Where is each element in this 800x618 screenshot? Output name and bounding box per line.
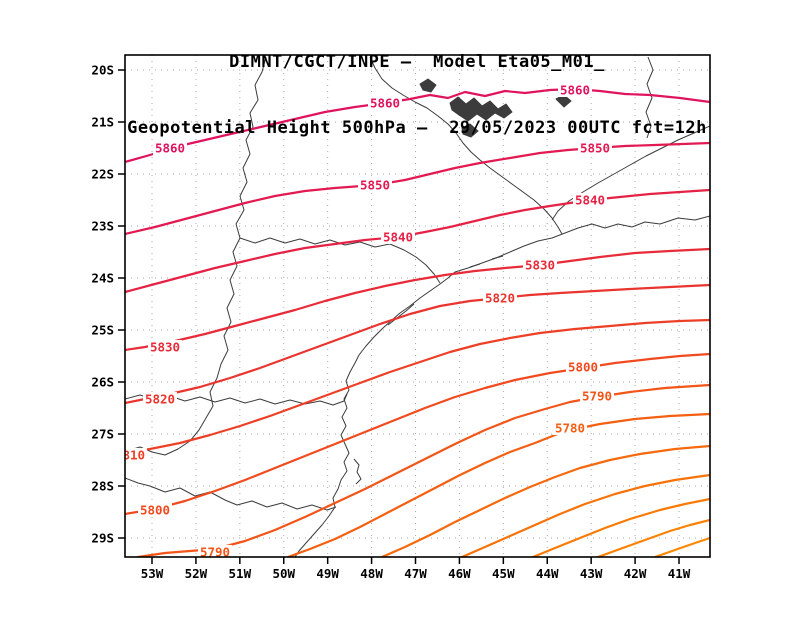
geo-sc-rs-border xyxy=(125,477,337,511)
y-tick-label: 27S xyxy=(91,427,114,442)
contour-line-5800 xyxy=(125,352,710,516)
contour-label-5840: 5840 xyxy=(383,230,413,245)
contour-line-5790 xyxy=(136,383,710,557)
contour-line-5770 xyxy=(380,444,710,557)
contour-label-halo xyxy=(358,178,392,192)
contour-line-5780 xyxy=(286,412,710,557)
contour-line-5810 xyxy=(125,318,710,455)
contour-label-halo xyxy=(198,545,232,557)
contour-line-5820 xyxy=(125,283,710,405)
y-tick-label: 26S xyxy=(91,375,114,390)
contour-line-5860 xyxy=(125,87,710,164)
plot-area: 5860 5860 5860 5850 5850 5840 5840 5830 5830 5820… xyxy=(115,55,710,560)
x-tick-label: 50W xyxy=(272,566,295,581)
contour-line-5840 xyxy=(125,188,710,294)
contour-label-halo xyxy=(125,448,147,462)
contour-line-5750 xyxy=(531,497,710,557)
geo-river-north xyxy=(645,56,654,139)
contour-line-5740 xyxy=(596,518,710,557)
geo-reservoir-c xyxy=(461,123,479,138)
y-tick-label: 21S xyxy=(91,115,114,130)
title-line-1: DIMNT/CGCT/INPE — Model Eta05_M01_ xyxy=(229,52,605,72)
y-tick-label: 20S xyxy=(91,63,114,78)
contour-label-5810: 5810 xyxy=(115,448,145,463)
y-tick-label: 25S xyxy=(91,323,114,338)
contour-label-5860: 5860 xyxy=(370,96,400,111)
geo-reservoir-b xyxy=(419,78,437,93)
geo-sp-pr-border xyxy=(239,237,441,284)
contour-label-halo xyxy=(368,96,402,110)
geo-island-cananeia xyxy=(387,303,415,326)
y-tick-label: 24S xyxy=(91,271,114,286)
geo-coastline xyxy=(294,215,710,557)
x-tick-label: 43W xyxy=(580,566,603,581)
contour-label-halo xyxy=(578,141,612,155)
x-tick-label: 42W xyxy=(624,566,647,581)
contour-label-halo xyxy=(153,141,187,155)
x-tick-label: 46W xyxy=(448,566,471,581)
contour-line-5730 xyxy=(653,536,710,557)
x-tick-label: 47W xyxy=(404,566,427,581)
contour-label-halo xyxy=(558,83,592,97)
chart-header: DIMNT/CGCT/INPE — Model Eta05_M01_ Geopo… xyxy=(127,7,707,183)
contour-label-5850: 5850 xyxy=(360,178,390,193)
x-tick-label: 48W xyxy=(360,566,383,581)
contour-label-halo xyxy=(148,340,182,354)
geo-island-rio-a xyxy=(469,263,481,268)
contour-label-halo xyxy=(381,230,415,244)
contour-label-5790: 5790 xyxy=(200,545,230,560)
contour-label-5860: 5860 xyxy=(560,83,590,98)
contour-label-5800: 5800 xyxy=(140,503,170,518)
contour-label-5800: 5800 xyxy=(568,360,598,375)
contour-label-5860: 5860 xyxy=(155,141,185,156)
x-tick-label: 45W xyxy=(492,566,515,581)
contour-label-5780: 5780 xyxy=(555,421,585,436)
geo-parana-river-border xyxy=(125,56,267,456)
y-tick-label: 23S xyxy=(91,219,114,234)
geo-island-rio-b xyxy=(491,255,504,260)
title-line-2: Geopotential Height 500hPa — 29/05/2023 … xyxy=(127,118,707,138)
x-tick-label: 53W xyxy=(141,566,164,581)
plot-frame xyxy=(124,54,711,558)
x-tick-label: 51W xyxy=(229,566,252,581)
x-tick-label: 49W xyxy=(316,566,339,581)
y-tick-label: 22S xyxy=(91,167,114,182)
contour-label-5830: 5830 xyxy=(525,258,555,273)
geo-island-florianopolis xyxy=(353,458,362,485)
contour-label-5850: 5850 xyxy=(580,141,610,156)
geo-reservoir-furnas xyxy=(449,96,513,122)
contour-label-halo xyxy=(566,360,600,374)
contour-label-5830: 5830 xyxy=(150,340,180,355)
contour-line-5830 xyxy=(125,247,710,352)
contour-label-5820: 5820 xyxy=(485,291,515,306)
contour-label-halo xyxy=(138,503,172,517)
contour-label-halo xyxy=(483,291,517,305)
y-tick-label: 28S xyxy=(91,479,114,494)
geo-sp-mg-border xyxy=(369,56,563,235)
x-tick-label: 44W xyxy=(536,566,559,581)
contour-label-halo xyxy=(580,389,614,403)
contour-label-halo xyxy=(573,193,607,207)
contour-label-halo xyxy=(523,258,557,272)
contour-label-5820: 5820 xyxy=(145,392,175,407)
x-tick-label: 52W xyxy=(185,566,208,581)
y-tick-label: 29S xyxy=(91,531,114,546)
contour-label-halo xyxy=(553,421,587,435)
x-tick-label: 41W xyxy=(668,566,691,581)
contour-label-5840: 5840 xyxy=(575,193,605,208)
contour-line-5760 xyxy=(460,473,710,557)
contour-label-5790: 5790 xyxy=(582,389,612,404)
contour-label-halo xyxy=(143,392,177,406)
